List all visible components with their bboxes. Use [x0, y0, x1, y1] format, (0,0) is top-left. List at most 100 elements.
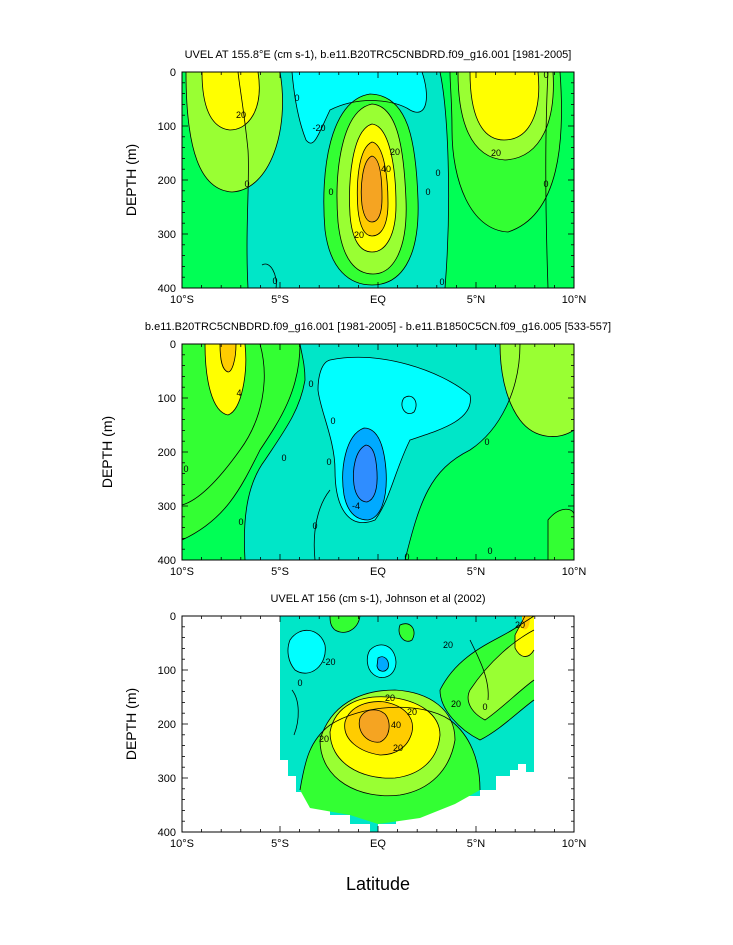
panel-2-label-4: 0 — [326, 457, 331, 467]
panel-3: UVEL AT 156 (cm s-1), Johnson et al (200… — [123, 593, 586, 894]
panel-1-label-15: 0 — [439, 277, 444, 287]
panel-3-label-6: 20 — [393, 743, 403, 753]
panel-2-label-1: 4 — [236, 388, 241, 398]
panel-2: b.e11.B20TRC5CNBDRD.f09_g16.001 [1981-20… — [99, 321, 611, 578]
panel-3-green-patch-1 — [399, 623, 415, 642]
x-tick-label: 10°N — [562, 838, 587, 850]
panel-1-north-lobe-core — [470, 72, 539, 140]
panel-2-contour-labels: 4 0 0 0 0 0 0 -4 0 0 0 0 — [183, 379, 492, 562]
y-tick-label: 0 — [170, 611, 176, 623]
y-tick-label: 200 — [158, 175, 176, 187]
x-tick-label: 10°S — [170, 566, 194, 578]
y-tick-label: 400 — [158, 827, 176, 839]
x-tick-label: 10°N — [562, 566, 587, 578]
y-tick-label: 200 — [158, 719, 176, 731]
panel-2-label-5: 0 — [281, 453, 286, 463]
panel-2-plot — [182, 344, 574, 560]
y-tick-label: 100 — [158, 393, 176, 405]
panel-1-westward-core — [292, 72, 427, 144]
panel-1-ylabel: DEPTH (m) — [123, 144, 139, 216]
panel-3-label-8: 20 — [451, 699, 461, 709]
panel-2-right-bottom — [548, 509, 574, 560]
panel-3-label-10: 0 — [297, 678, 302, 688]
panel-2-contour-lines — [182, 344, 574, 560]
panel-3-euc-core — [359, 709, 390, 743]
panel-2-label-7: 0 — [312, 521, 317, 531]
panel-3-blue-patch — [377, 656, 389, 672]
x-tick-label: 10°S — [170, 838, 194, 850]
x-tick-label: 5°S — [271, 294, 289, 306]
y-tick-label: 400 — [158, 283, 176, 295]
panel-1: UVEL AT 155.8°E (cm s-1), b.e11.B20TRC5C… — [123, 49, 586, 306]
panel-1-label-4: 20 — [390, 147, 400, 157]
panel-3-label-5: 40 — [391, 720, 401, 730]
panel-2-left-orange — [220, 344, 236, 372]
panel-3-right-orange — [522, 616, 530, 630]
x-tick-label: EQ — [370, 566, 386, 578]
panel-1-title: UVEL AT 155.8°E (cm s-1), b.e11.B20TRC5C… — [185, 49, 572, 61]
panel-2-label-9: 0 — [404, 552, 409, 562]
panel-3-label-1: -20 — [322, 657, 335, 667]
panel-2-label-8: -4 — [352, 501, 360, 511]
panel-1-label-12: 0 — [543, 179, 548, 189]
y-tick-label: 300 — [158, 229, 176, 241]
x-tick-label: 5°S — [271, 838, 289, 850]
panel-1-bottom-patch — [258, 264, 277, 288]
panel-1-label-10: 0 — [435, 168, 440, 178]
panel-2-label-10: 0 — [484, 437, 489, 447]
y-tick-label: 100 — [158, 665, 176, 677]
y-tick-label: 200 — [158, 447, 176, 459]
panel-1-label-8: 0 — [425, 187, 430, 197]
panel-1-label-7: 0 — [328, 187, 333, 197]
panel-2-label-3: 0 — [330, 416, 335, 426]
y-tick-label: 400 — [158, 555, 176, 567]
panel-2-label-11: 0 — [487, 546, 492, 556]
panel-1-label-14: 0 — [272, 276, 277, 286]
panel-1-label-5: 40 — [381, 164, 391, 174]
x-tick-label: EQ — [370, 838, 386, 850]
panel-3-label-11: 20 — [515, 620, 525, 630]
panel-1-label-11: 0 — [543, 70, 548, 80]
x-tick-label: 10°N — [562, 294, 587, 306]
y-tick-label: 300 — [158, 773, 176, 785]
panel-2-left-yellow — [205, 344, 246, 415]
panel-3-contour-lines — [287, 616, 535, 797]
y-tick-label: 100 — [158, 121, 176, 133]
panel-3-green-patch-2 — [330, 616, 360, 633]
panel-2-label-6: 0 — [238, 517, 243, 527]
panel-3-cyan-patch-1 — [287, 630, 326, 674]
panel-3-label-4: 20 — [407, 707, 417, 717]
panel-1-label-9: 20 — [491, 148, 501, 158]
panel-1-south-lobe-inner — [202, 72, 260, 130]
panel-1-label-1: 20 — [236, 110, 246, 120]
panel-3-label-3: 20 — [385, 693, 395, 703]
panel-2-negative-deep — [353, 445, 378, 502]
y-tick-label: 0 — [170, 67, 176, 79]
panel-1-label-13: 0 — [244, 179, 249, 189]
panel-3-label-2: 20 — [443, 640, 453, 650]
x-tick-label: 5°N — [467, 294, 486, 306]
panel-3-title: UVEL AT 156 (cm s-1), Johnson et al (200… — [270, 593, 485, 605]
panel-1-label-2: 0 — [294, 93, 299, 103]
x-tick-label: 5°N — [467, 838, 486, 850]
panel-1-contour-labels: 20 0 -20 20 40 20 0 0 20 0 0 0 0 0 0 — [236, 70, 549, 287]
panel-3-plot — [280, 616, 535, 832]
x-tick-label: EQ — [370, 294, 386, 306]
panel-1-plot — [182, 72, 574, 288]
panel-3-label-9: 0 — [482, 702, 487, 712]
x-tick-label: 10°S — [170, 294, 194, 306]
panel-3-ylabel: DEPTH (m) — [123, 688, 139, 760]
panel-2-label-12: 0 — [183, 464, 188, 474]
y-tick-label: 0 — [170, 339, 176, 351]
panel-1-contour-lines — [185, 72, 562, 288]
panel-2-title: b.e11.B20TRC5CNBDRD.f09_g16.001 [1981-20… — [145, 321, 611, 333]
panel-2-label-2: 0 — [308, 379, 313, 389]
y-tick-label: 300 — [158, 501, 176, 513]
panel-1-euc-core — [361, 156, 382, 222]
x-tick-label: 5°N — [467, 566, 486, 578]
panel-3-contour-labels: -20 20 20 20 40 20 20 20 0 0 20 — [297, 620, 525, 753]
